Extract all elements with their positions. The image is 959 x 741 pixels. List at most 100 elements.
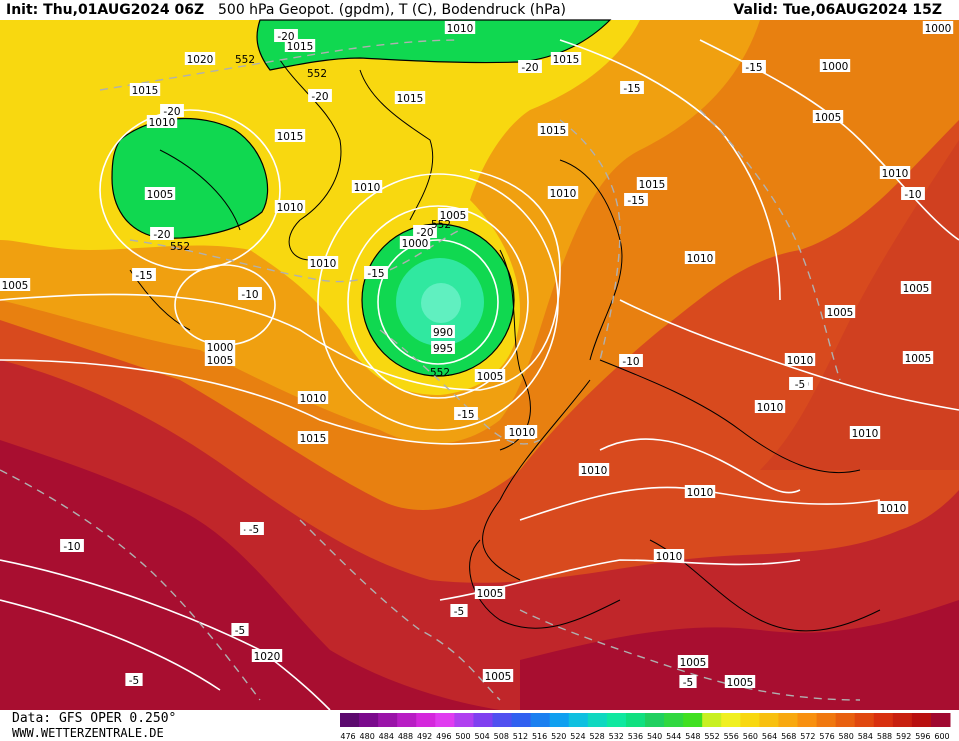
- pressure-label-bg: [144, 187, 176, 200]
- temperature-label-bg: [413, 225, 437, 238]
- low-north: [256, 19, 612, 71]
- geopotential-label: 552: [430, 367, 450, 379]
- colorbar-swatch: [416, 713, 436, 727]
- temperature-label-bg: [274, 29, 298, 42]
- pressure-label: 1010: [149, 117, 176, 129]
- pressure-label-bg: [724, 675, 756, 688]
- pressure-label-bg: [431, 325, 455, 338]
- colorbar-tick-label: 572: [800, 732, 815, 741]
- pressure-label-bg: [824, 305, 856, 318]
- pressure-label: 1005: [903, 283, 930, 295]
- pressure-label-bg: [146, 115, 178, 128]
- temperature-label-bg: [245, 522, 263, 535]
- colorbar-swatch: [606, 713, 627, 727]
- pressure-label: 1010: [880, 503, 907, 515]
- isobars: [0, 39, 959, 711]
- temperature-label: -5: [683, 677, 693, 689]
- temperature-label: -15: [623, 83, 640, 95]
- pressure-label-bg: [444, 21, 476, 34]
- pressure-label: 1010: [509, 427, 536, 439]
- colorbar-swatch: [549, 713, 570, 727]
- pressure-label: 1005: [905, 353, 932, 365]
- pressure-label: 1010: [852, 428, 879, 440]
- pressure-label: 1000: [402, 238, 429, 250]
- pressure-label-bg: [129, 83, 161, 96]
- pressure-label-bg: [251, 649, 283, 662]
- temperature-label: -15: [745, 62, 762, 74]
- colorbar-swatch: [625, 713, 646, 727]
- temperature-label-bg: [308, 89, 332, 102]
- pressure-label: 1015: [132, 85, 159, 97]
- pressure-label-bg: [274, 129, 306, 142]
- pressure-label: 1010: [757, 402, 784, 414]
- colorbar-tick-label: 596: [915, 732, 930, 741]
- temperature-label: -20: [416, 227, 433, 239]
- colorbar-tick-label: 532: [609, 732, 624, 741]
- temperature-isotherms: [0, 39, 861, 701]
- pressure-label-bg: [204, 353, 236, 366]
- temperature-label-bg: [454, 407, 478, 420]
- colorbar-swatch: [778, 713, 798, 727]
- geopotential-label: 552: [170, 241, 190, 253]
- pressure-label-bg: [684, 485, 716, 498]
- colorbar-swatch: [721, 713, 741, 727]
- colorbar-swatch: [873, 713, 894, 727]
- colorbar-tick-label: 536: [628, 732, 643, 741]
- colorbar-tick-label: 512: [513, 732, 528, 741]
- pressure-label: 1005: [440, 210, 467, 222]
- init-time-label: Init: Thu,01AUG2024 06Z: [6, 2, 205, 18]
- pressure-label-bg: [307, 256, 339, 269]
- colorbar-swatch: [854, 713, 875, 727]
- pressure-label-bg: [578, 463, 610, 476]
- colorbar-swatch: [568, 713, 589, 727]
- pressure-label-bg: [297, 431, 329, 444]
- pressure-label-bg: [506, 425, 538, 438]
- pressure-label: 1005: [207, 355, 234, 367]
- pressure-label: 1005: [727, 677, 754, 689]
- pressure-label-bg: [474, 586, 506, 599]
- temperature-label: -20: [153, 229, 170, 241]
- pressure-label: 1010: [882, 168, 909, 180]
- pressure-label: 1015: [277, 131, 304, 143]
- pressure-label: 1010: [687, 487, 714, 499]
- pressure-label: 1010: [300, 393, 327, 405]
- colorbar-swatch: [397, 713, 417, 727]
- pressure-label: 1000: [925, 23, 952, 35]
- colorbar-swatch: [359, 713, 379, 727]
- colorbar-swatch: [645, 713, 665, 727]
- temperature-label-bg: [620, 81, 644, 94]
- colorbar-swatch: [740, 713, 760, 727]
- pressure-label: 1010: [447, 23, 474, 35]
- pressure-label-bg: [474, 369, 506, 382]
- temperature-label: -15: [367, 268, 384, 280]
- pressure-label-bg: [922, 21, 954, 34]
- colorbar-swatch: [835, 713, 856, 727]
- colorbar-tick-label: 528: [589, 732, 604, 741]
- colorbar-tick-label: 564: [762, 732, 777, 741]
- pressure-label: 1005: [477, 371, 504, 383]
- colorbar-swatch: [911, 713, 932, 727]
- temperature-label-bg: [679, 675, 697, 688]
- geopotential-labels: 552 552 552 552 552: [170, 54, 451, 379]
- temperature-label: -10: [622, 356, 639, 368]
- temperature-label: -5: [795, 379, 805, 391]
- colorbar-swatch: [759, 713, 779, 727]
- band-600: [0, 440, 500, 710]
- website-label: WWW.WETTERZENTRALE.DE: [12, 726, 164, 740]
- pressure-label-bg: [284, 39, 316, 52]
- pressure-label: 1005: [2, 280, 29, 292]
- colorbar-tick-label: 520: [551, 732, 566, 741]
- temperature-label-bg: [160, 104, 184, 117]
- band-584-east: [760, 140, 959, 470]
- colorbar-tick-label: 580: [839, 732, 854, 741]
- pressure-label: 1015: [397, 93, 424, 105]
- temperature-label-bg: [60, 539, 84, 552]
- temperature-label: -20: [277, 31, 294, 43]
- temperature-label-bg: [150, 227, 174, 240]
- colorbar-tick-label: 496: [436, 732, 451, 741]
- colorbar-swatch: [511, 713, 532, 727]
- map-title: 500 hPa Geopot. (gpdm), T (C), Bodendruc…: [218, 2, 566, 18]
- colorbar-tick-label: 508: [494, 732, 509, 741]
- colorbar-tick-label: 500: [455, 732, 470, 741]
